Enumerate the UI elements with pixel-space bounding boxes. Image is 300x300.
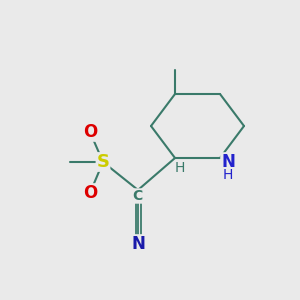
Text: N: N <box>221 153 235 171</box>
Text: C: C <box>132 189 142 203</box>
Text: H: H <box>223 168 233 182</box>
Text: S: S <box>97 153 110 171</box>
Text: N: N <box>131 235 145 253</box>
Text: O: O <box>83 184 97 202</box>
Text: O: O <box>83 123 97 141</box>
Text: H: H <box>175 161 185 175</box>
